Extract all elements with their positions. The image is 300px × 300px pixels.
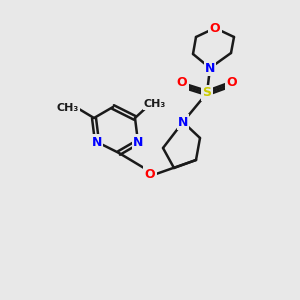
Text: N: N (92, 136, 102, 148)
Text: O: O (227, 76, 237, 88)
Text: N: N (178, 116, 188, 128)
Text: N: N (133, 136, 143, 148)
Text: CH₃: CH₃ (57, 103, 79, 113)
Text: O: O (145, 167, 155, 181)
Text: S: S (202, 86, 211, 100)
Text: O: O (177, 76, 187, 89)
Text: CH₃: CH₃ (144, 99, 166, 109)
Text: O: O (210, 22, 220, 34)
Text: N: N (205, 61, 215, 74)
